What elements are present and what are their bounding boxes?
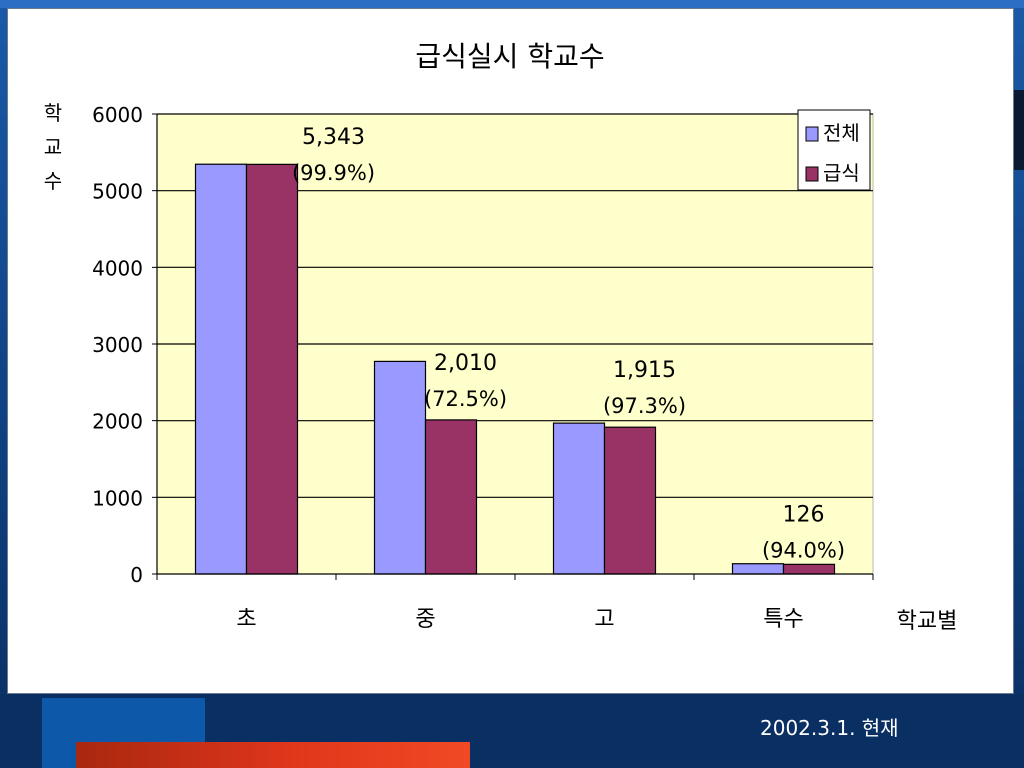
bar-total — [731, 563, 785, 575]
x-axis-label: 학교별 — [897, 609, 958, 634]
bar-total — [194, 163, 248, 575]
data-label-count: 2,010 — [434, 351, 497, 376]
data-label-count: 1,915 — [613, 358, 676, 383]
y-tick-label: 1000 — [92, 486, 143, 510]
legend-swatch-all — [805, 126, 819, 142]
bar-meal — [603, 426, 657, 575]
bar-meal — [424, 419, 478, 575]
y-tick-label: 4000 — [92, 256, 143, 280]
data-label-percent: (99.9%) — [292, 161, 375, 185]
x-tick-label: 중 — [415, 607, 435, 632]
right-edge-mark — [1014, 90, 1024, 170]
x-tick-label: 고 — [594, 607, 614, 632]
y-axis-label: 학교수 — [44, 101, 62, 193]
bar-meal — [245, 163, 299, 575]
y-axis-label-char: 학 — [44, 101, 62, 125]
bar-total — [552, 422, 606, 575]
bar-meal — [782, 563, 836, 575]
legend-label-all: 전체 — [823, 121, 860, 145]
data-label-count: 126 — [783, 503, 825, 528]
data-label-count: 5,343 — [302, 125, 365, 150]
legend: 전체 급식 — [797, 109, 871, 191]
y-tick-label: 6000 — [92, 103, 143, 127]
data-label-percent: (72.5%) — [424, 387, 507, 411]
y-tick-label: 3000 — [92, 333, 143, 357]
legend-swatch-meal — [805, 166, 819, 182]
data-label-percent: (94.0%) — [762, 539, 845, 563]
legend-label-meal: 급식 — [823, 161, 860, 185]
x-tick-label: 특수 — [763, 607, 803, 632]
top-stripe — [0, 0, 1024, 8]
bar-total — [373, 360, 427, 575]
y-tick-label: 2000 — [92, 410, 143, 434]
y-tick-label: 5000 — [92, 180, 143, 204]
footer-date: 2002.3.1. 현재 — [760, 716, 899, 740]
y-axis-label-char: 교 — [44, 135, 62, 159]
x-tick-label: 초 — [236, 607, 256, 632]
y-tick-label: 0 — [130, 563, 143, 587]
y-axis-label-char: 수 — [44, 169, 62, 193]
chart-title: 급식실시 학교수 — [415, 40, 604, 73]
footer-red-bar — [76, 742, 470, 768]
data-label-percent: (97.3%) — [603, 394, 686, 418]
